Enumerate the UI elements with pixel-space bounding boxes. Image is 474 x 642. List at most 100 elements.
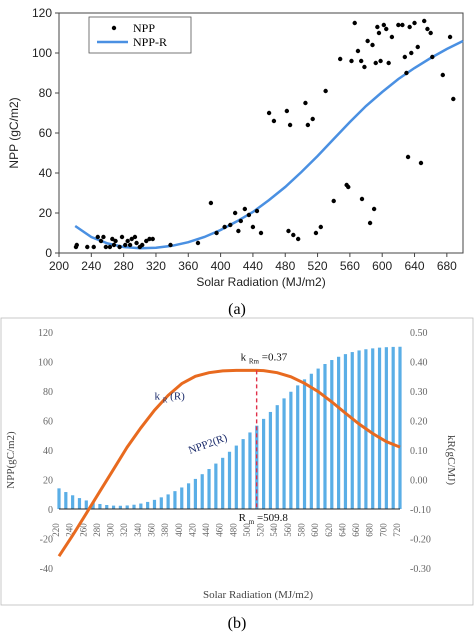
b-kr-curve-group (57, 368, 401, 558)
a-panel-label: (a) (228, 301, 246, 318)
b-krm-annotation: k Rm =0.37 (241, 351, 288, 366)
b-npp2-bar (98, 503, 102, 509)
a-scatter-point (132, 234, 138, 240)
a-scatter-point (236, 228, 241, 234)
a-scatter-point (258, 230, 264, 236)
b-right-y-axis-label: kR(gC/MJ) (445, 435, 457, 485)
a-scatter-point (384, 26, 389, 32)
a-scatter-point (85, 244, 90, 250)
a-legend-box (88, 16, 192, 54)
a-scatter-point (195, 240, 201, 246)
a-scatter-point (371, 206, 377, 212)
a-scatter-point (125, 238, 130, 244)
b-npp2-bar (193, 478, 197, 509)
a-x-tick-label: 560 (340, 259, 360, 273)
b-npp2-bar (282, 398, 286, 509)
b-right-y-tick-label: -0.20 (410, 535, 431, 546)
a-scatter-point (352, 20, 357, 26)
b-npp2-bar (200, 474, 204, 509)
b-npp2-bar (207, 469, 211, 509)
a-x-tick-label: 640 (405, 259, 425, 273)
a-scatter-point (119, 234, 125, 240)
a-scatter-point (74, 242, 79, 248)
b-left-y-tick-label: 80 (43, 387, 53, 398)
b-x-tick-label: 340 (133, 523, 143, 537)
a-x-tick-label: 200 (49, 259, 69, 273)
b-npp2-bar (241, 439, 245, 509)
b-x-tick-label: 280 (92, 523, 102, 537)
a-scatter-point (291, 232, 296, 238)
b-npp2-bar (309, 373, 313, 509)
a-scatter-point (323, 88, 328, 94)
b-rm-value: =509.8 (257, 512, 288, 524)
a-scatter-point (331, 198, 336, 204)
b-kr-sub: R (163, 396, 168, 404)
a-scatter-point (362, 64, 367, 70)
b-npp2-bar (132, 504, 136, 509)
a-x-tick-label: 520 (308, 259, 328, 273)
b-npp2-bar (139, 503, 143, 509)
a-scatter-point (415, 44, 420, 50)
b-x-tick-label: 660 (351, 523, 361, 537)
a-scatter-point (286, 228, 291, 234)
b-x-tick-label: 680 (365, 523, 375, 537)
b-x-tick-label: 320 (119, 523, 129, 537)
b-right-y-tick-label: 0.10 (410, 446, 428, 457)
b-npp2-bar (111, 505, 116, 509)
b-rm-r: R (239, 512, 247, 524)
b-left-y-ticks: -40 -20 0 20 40 60 80 100 120 (38, 328, 53, 575)
b-npp2-bar (357, 350, 361, 509)
b-npp2-bar (84, 500, 88, 509)
a-scatter-point (208, 200, 214, 206)
a-scatter-point (103, 244, 109, 250)
a-x-tick-label: 240 (81, 259, 101, 273)
b-npp2-bar (268, 411, 273, 509)
b-x-tick-label: 380 (160, 523, 170, 537)
b-right-y-tick-label: -0.10 (410, 505, 431, 516)
a-scatter-point (117, 244, 122, 250)
a-scatter-point (365, 38, 370, 44)
b-kr-k: k (155, 390, 161, 402)
a-scatter-point (355, 48, 361, 54)
a-legend: NPP NPP-R (88, 16, 192, 54)
b-rm-sub: m (249, 518, 255, 526)
a-scatter-point (409, 50, 414, 56)
b-right-y-tick-label: 0.30 (410, 387, 428, 398)
a-x-tick-label: 480 (275, 259, 295, 273)
a-x-tick-label: 360 (178, 259, 198, 273)
b-npp2-bar (302, 379, 307, 509)
a-scatter-point (430, 54, 435, 60)
b-npp2-bar (91, 502, 95, 509)
b-npp2-bar (146, 501, 150, 509)
a-scatter-point (303, 100, 308, 106)
b-x-axis-label: Solar Radiation (MJ/m2) (203, 589, 313, 601)
b-rm-annotation: R m =509.8 (239, 512, 289, 527)
a-scatter-point (370, 42, 375, 48)
b-x-tick-label: 400 (174, 523, 184, 537)
a-scatter-points (73, 18, 456, 250)
a-scatter-point (222, 224, 227, 230)
a-scatter-point (246, 212, 252, 218)
b-npp2-bar (159, 497, 163, 509)
a-x-axis-label: Solar Radiation (MJ/m2) (196, 275, 325, 289)
a-scatter-point (271, 118, 277, 124)
a-scatter-point (396, 22, 401, 28)
a-x-tick-label: 320 (146, 259, 166, 273)
b-kr-suffix: (R) (170, 390, 185, 402)
b-kr-curve-label: k R (R) (155, 390, 186, 405)
b-npp2-bar (152, 499, 157, 509)
a-scatter-point (373, 60, 378, 66)
a-scatter-point (389, 34, 395, 40)
a-x-ticks: 200 240 280 320 360 400 440 480 520 560 600 640 680 (49, 253, 457, 273)
b-x-ticks: 220 240 260 280 300 320 340 360 380 400 420 440 460 4… (51, 523, 402, 537)
b-left-y-tick-label: -40 (40, 564, 53, 575)
b-npp2-bar (105, 505, 109, 509)
a-scatter-point (140, 242, 145, 248)
a-scatter-point (238, 218, 243, 224)
a-scatter-point (107, 244, 113, 250)
b-x-tick-label: 500 (242, 523, 252, 537)
b-x-tick-label: 480 (228, 523, 238, 537)
a-scatter-point (412, 20, 417, 26)
a-scatter-point (91, 244, 96, 250)
